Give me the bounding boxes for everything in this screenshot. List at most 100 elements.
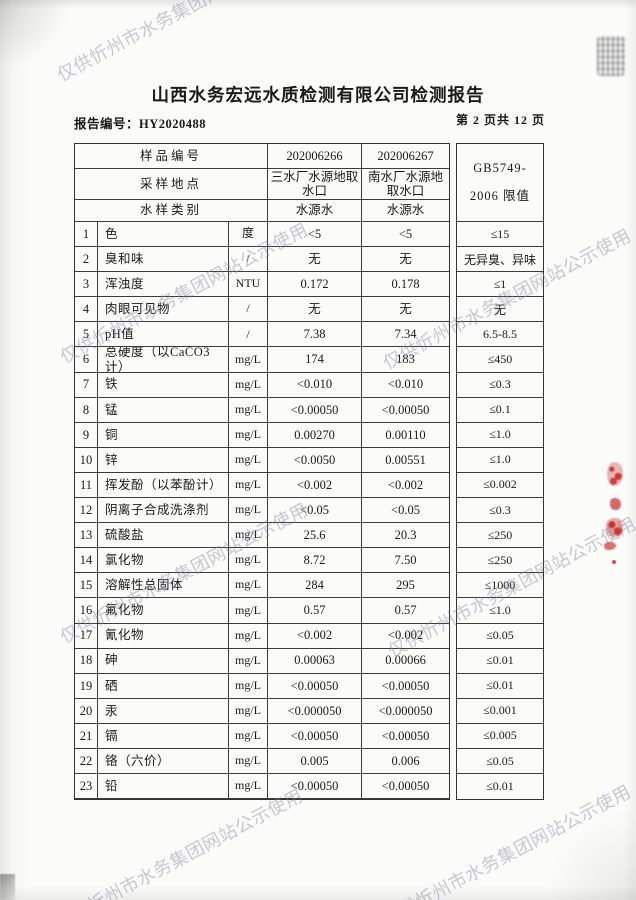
value-sample1: 8.72 [268,548,362,574]
unit: 度 [229,222,268,248]
unit: NTU [229,272,268,298]
limit-value: ≤1.0 [457,598,543,624]
unit: mg/L [229,723,268,749]
row-number: 3 [75,272,98,298]
parameter-name: 挥发酚（以苯酚计） [98,472,229,499]
parameter-name: 色 [98,222,229,248]
parameter-name: 锌 [98,447,229,473]
value-sample1: 284 [268,573,362,599]
limit-value: ≤0.005 [457,724,543,749]
value-sample2: <0.05 [362,498,449,524]
value-sample1: <0.00050 [268,397,362,423]
limit-header-line1: GB5749- [473,161,527,175]
row-number: 18 [75,648,98,674]
parameter-name: 阴离子合成洗涤剂 [98,498,229,524]
unit: mg/L [229,523,268,549]
sample-number-2: 202006267 [362,144,449,169]
parameter-name: 镉 [98,723,229,749]
sampling-location-label: 采样地点 [75,169,268,200]
sample-number-label: 样品编号 [75,144,268,169]
row-number: 6 [75,347,98,373]
limit-value: ≤0.05 [457,624,543,649]
value-sample2: 7.34 [362,322,449,348]
value-sample1: 174 [268,347,362,373]
limit-value: 无异臭、异味 [457,247,543,273]
row-number: 22 [75,748,98,775]
row-number: 20 [75,698,98,724]
value-sample1: 无 [268,297,362,323]
limit-value: ≤0.01 [486,779,514,794]
value-sample2: 0.00066 [362,649,449,674]
row-number: 13 [75,523,98,549]
limit-value: ≤1.0 [457,423,543,448]
report-number-value: HY2020488 [139,117,207,131]
row-number: 9 [75,422,98,448]
row-number: 23 [75,774,98,800]
value-sample1: <0.00050 [268,774,362,800]
sampling-location-1: 三水厂水源地取水口 [268,169,362,200]
sample-type-2: 水源水 [362,200,449,222]
value-sample2: 7.50 [362,548,449,574]
parameter-name: 砷 [98,648,229,674]
unit: / [229,247,268,273]
parameter-name: 锰 [98,397,229,423]
row-number: 4 [75,297,98,323]
limit-value: ≤1.0 [457,448,543,473]
limit-value: ≤450 [457,347,543,373]
value-sample2: <0.002 [362,473,449,499]
unit: mg/L [229,498,268,524]
unit: mg/L [229,573,268,599]
row-number: 2 [75,247,98,273]
parameter-name: 汞 [98,698,229,724]
limit-value: ≤0.3 [457,498,543,524]
limit-column-body: ≤15 无异臭、异味 ≤1 无 6.5-8.5 ≤450 ≤0.3 ≤0.1 ≤1.0 ≤1.0 ≤… [457,222,543,799]
value-sample2: <0.000050 [362,699,449,724]
unit: mg/L [229,372,268,398]
unit: / [229,297,268,323]
value-sample1: <0.002 [268,623,362,649]
unit: mg/L [229,774,268,800]
limit-value: ≤0.05 [457,749,543,775]
unit: mg/L [229,698,268,724]
watermark-text: 仅供忻州市水务集团网站公示使用 [53,0,309,86]
unit: mg/L [229,748,268,775]
report-meta-line: 报告编号：HY2020488 [74,113,545,133]
value-sample1: <5 [268,222,362,248]
parameter-name: 浑浊度 [98,272,229,298]
limit-value: ≤250 [457,523,543,549]
value-sample1: <0.05 [268,498,362,524]
limit-value: ≤1000 [457,573,543,599]
parameter-name: 臭和味 [98,247,229,273]
row-number: 5 [75,322,98,348]
unit: mg/L [229,397,268,423]
unit: mg/L [229,548,268,574]
parameter-name: 硒 [98,673,229,699]
parameter-name: 铅 [98,774,229,800]
value-sample1: 0.005 [268,748,362,775]
row-number: 15 [75,573,98,599]
results-grid: 样品编号 202006266 202006267 采样地点 三水厂水源地取水口 … [74,143,450,801]
limit-value: 6.5-8.5 [457,322,543,348]
value-sample1: 25.6 [268,523,362,549]
limit-column-header: GB5749- 2006 限值 [457,144,543,222]
value-sample1: <0.00050 [268,673,362,699]
row-number: 21 [75,723,98,749]
value-sample2: <0.010 [362,373,449,398]
value-sample1: 0.00270 [268,422,362,448]
value-sample1: <0.0050 [268,447,362,473]
parameter-name: 氟化物 [98,598,229,624]
sample-type-1: 水源水 [268,200,362,222]
limit-value: ≤1 [457,272,543,298]
sampling-location-2: 南水厂水源地取水口 [362,169,449,200]
value-sample1: <0.002 [268,472,362,499]
value-sample2: <0.00050 [362,774,449,800]
parameter-name: 氯化物 [98,548,229,574]
limit-value: ≤250 [457,548,543,574]
value-sample2: <0.002 [362,624,449,649]
value-sample1: 7.38 [268,322,362,348]
sample-number-1: 202006266 [268,144,362,169]
value-sample2: <5 [362,222,449,248]
value-sample2: 0.006 [362,749,449,775]
parameter-name: 铬（六价） [98,748,229,775]
